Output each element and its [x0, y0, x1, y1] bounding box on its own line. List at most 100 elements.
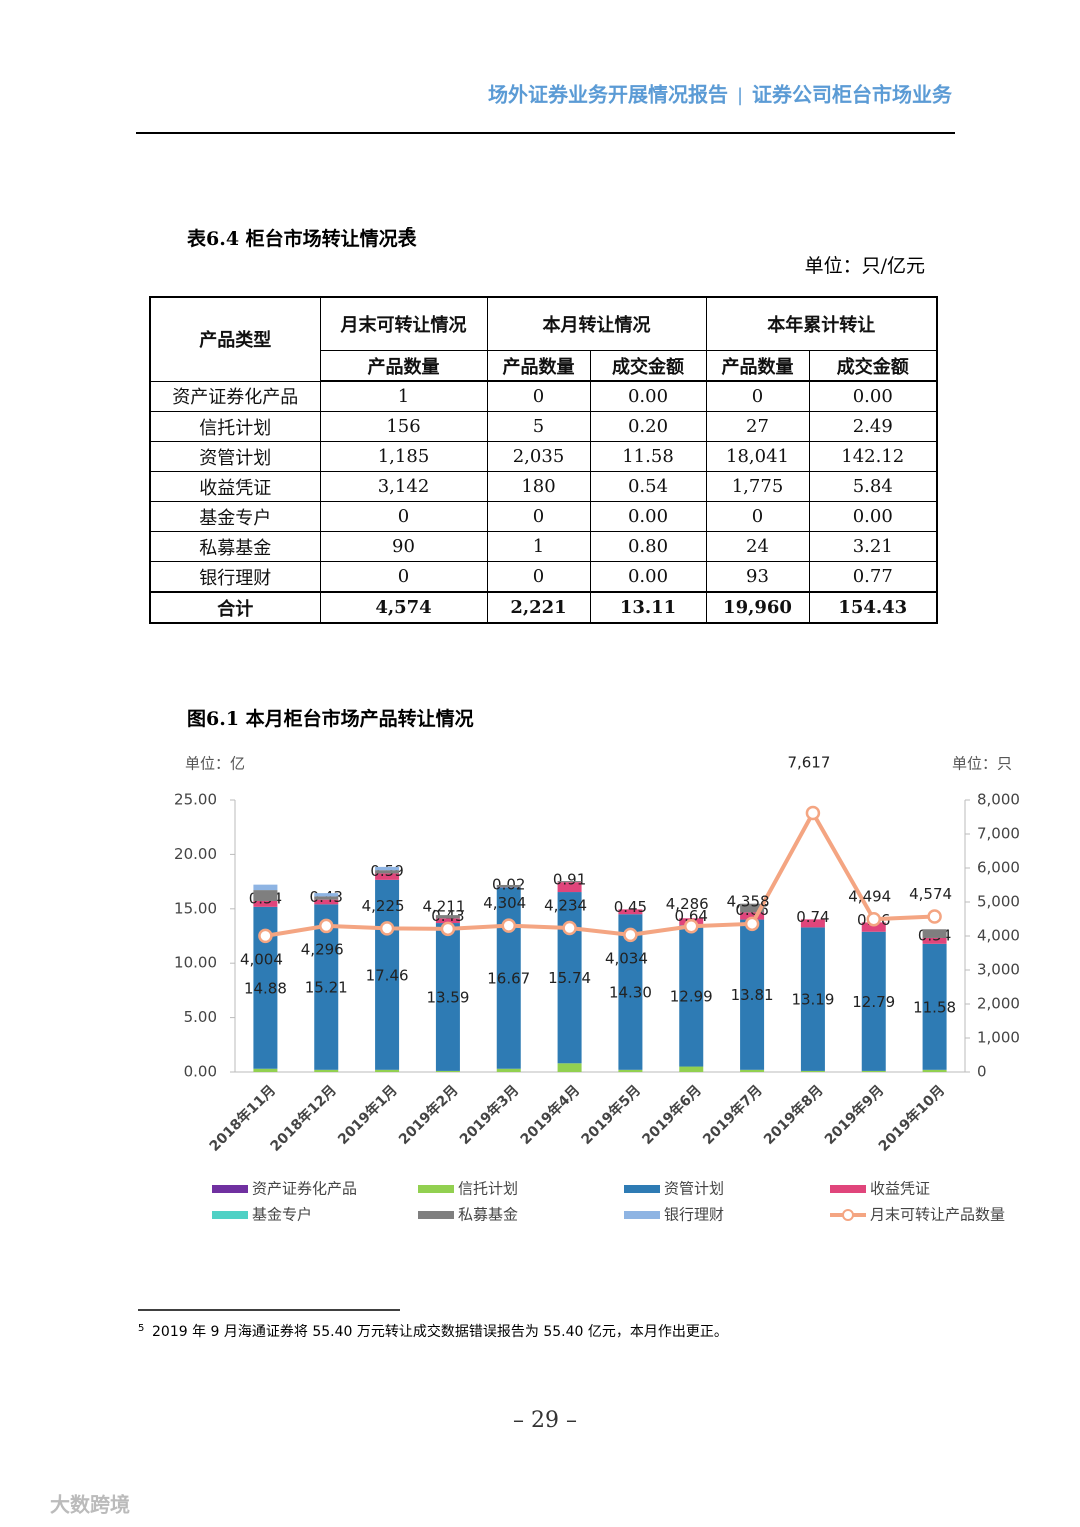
- bar-segment: [314, 1069, 339, 1072]
- data-label: 4,304: [483, 894, 526, 912]
- data-label: 4,494: [848, 888, 891, 906]
- footnote-text: 2019 年 9 月海通证券将 55.40 万元转让成交数据错误报告为 55.4…: [152, 1323, 728, 1340]
- table-cell: 收益凭证: [149, 471, 321, 502]
- bar-segment: [314, 893, 339, 897]
- y2-tick-label: 6,000: [977, 859, 1020, 877]
- table-cell: 1: [486, 531, 591, 562]
- data-label: 4,034: [605, 949, 648, 967]
- line-marker: [684, 919, 699, 934]
- table-cell: 1,185: [319, 441, 488, 472]
- bar-segment: [557, 1063, 582, 1072]
- data-label: 16.67: [487, 970, 530, 988]
- x-tick-label: 2019年4月: [517, 1082, 583, 1148]
- bar-segment: [435, 1070, 460, 1072]
- table-row: 资管计划 1,185 2,035 11.58 18,041 142.12: [149, 441, 938, 472]
- data-label: 14.30: [609, 984, 652, 1002]
- bar-segment: [618, 1069, 643, 1072]
- header-cell: 产品数量: [486, 350, 591, 382]
- bar-segment: [375, 879, 400, 1070]
- bar-segment: [496, 887, 521, 1069]
- table-cell: 5: [486, 411, 591, 442]
- table-cell: 93: [705, 561, 810, 593]
- bar-segment: [861, 931, 886, 1071]
- bar-segment: [435, 915, 460, 919]
- table-title: 表6.4 柜台市场转让情况表: [187, 227, 418, 250]
- table-cell: 156: [319, 411, 488, 442]
- x-tick-label: 2019年7月: [699, 1082, 765, 1148]
- table-cell: 154.43: [808, 591, 938, 624]
- footnote-mark: 5: [138, 1323, 144, 1334]
- data-label: 0.64: [675, 907, 708, 925]
- y-axis-unit: 单位：亿: [185, 755, 245, 773]
- legend-label: 基金专户: [252, 1206, 312, 1224]
- table-row: 产品类型 月末可转让情况 本月转让情况 本年累计转让: [149, 296, 938, 382]
- header-cell: 本年累计转让: [705, 296, 938, 351]
- table-cell: 信托计划: [149, 411, 321, 442]
- y2-tick-label: 8,000: [977, 791, 1020, 809]
- line-marker: [440, 921, 456, 937]
- bar-segment: [922, 929, 947, 938]
- legend-swatch: [212, 1185, 248, 1193]
- header-cell: 月末可转让情况: [319, 296, 488, 351]
- legend-label: 信托计划: [458, 1180, 518, 1198]
- chart-title: 图6.1 本月柜台市场产品转让情况: [187, 707, 474, 730]
- data-label: 13.59: [426, 988, 469, 1006]
- table-row: 收益凭证 3,142 180 0.54 1,775 5.84: [149, 471, 938, 502]
- bar-segment: [496, 884, 521, 888]
- y2-tick-label: 1,000: [977, 1029, 1020, 1047]
- legend-label: 资管计划: [664, 1180, 724, 1198]
- data-label: 4,296: [301, 940, 344, 958]
- bar-segment: [740, 1069, 765, 1072]
- data-label: 4,358: [727, 892, 770, 910]
- data-label: 15.21: [305, 979, 348, 997]
- x-tick-label: 2019年5月: [578, 1082, 644, 1148]
- data-label: 12.99: [670, 987, 713, 1005]
- table-unit: 单位：只/亿元: [805, 255, 925, 277]
- data-label: 0.02: [492, 876, 525, 894]
- bar-segment: [375, 866, 400, 871]
- header-cell: 产品类型: [149, 296, 321, 382]
- table-cell: 18,041: [705, 441, 810, 472]
- bar-segment: [557, 892, 582, 1064]
- legend-label: 月末可转让产品数量: [870, 1206, 1005, 1224]
- bar-segment: [618, 909, 643, 915]
- data-label: 13.19: [791, 991, 834, 1009]
- data-label: 4,574: [909, 885, 952, 903]
- table-cell: 11.58: [589, 441, 707, 472]
- line-marker: [319, 918, 334, 934]
- x-tick-label: 2019年9月: [821, 1082, 887, 1148]
- data-label: 12.79: [852, 993, 895, 1011]
- bar-segment: [375, 870, 400, 874]
- table-row: 产品数量 产品数量 成交金额 产品数量 成交金额: [150, 350, 938, 382]
- y2-tick-label: 3,000: [977, 961, 1020, 979]
- bar-segment: [435, 923, 460, 1071]
- line-marker: [258, 928, 273, 944]
- data-label: 15.74: [548, 969, 591, 987]
- page-number: – 29 –: [513, 1408, 577, 1433]
- table-cell: 0: [319, 501, 488, 532]
- legend-label: 资产证券化产品: [252, 1180, 357, 1198]
- table-cell: 5.84: [808, 471, 938, 502]
- table-row: 银行理财 0 0 0.00 93 0.77: [149, 561, 938, 593]
- line-marker: [501, 918, 516, 933]
- data-label: 0.91: [553, 871, 586, 889]
- data-label: 7,617: [787, 754, 830, 772]
- bar-segment: [800, 927, 825, 1071]
- table-cell: 基金专户: [149, 501, 321, 532]
- table-title-note: 5: [406, 225, 414, 238]
- bar-segment: [800, 1070, 825, 1072]
- y2-tick-label: 7,000: [977, 825, 1020, 843]
- bar-segment: [557, 881, 582, 883]
- table-cell: 合计: [149, 591, 321, 624]
- table-cell: 2,221: [486, 591, 591, 624]
- bar-segment: [375, 873, 400, 880]
- header-left: 场外证券业务开展情况报告: [488, 83, 728, 107]
- bar-segment: [253, 890, 278, 901]
- line-marker: [866, 911, 881, 927]
- data-label: 4,211: [422, 897, 465, 915]
- data-label: 4,004: [240, 950, 283, 968]
- legend-swatch: [418, 1211, 454, 1219]
- table-cell: 27: [705, 411, 810, 442]
- table-cell: 资产证券化产品: [149, 380, 321, 412]
- y2-tick-label: 4,000: [977, 927, 1020, 945]
